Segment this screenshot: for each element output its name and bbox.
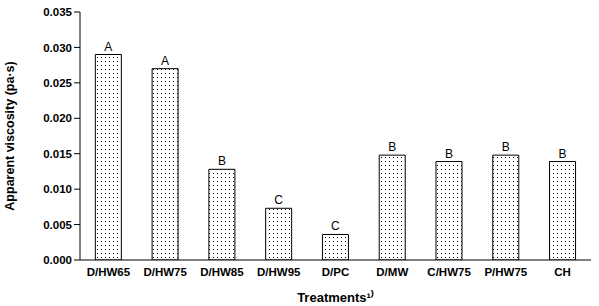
svg-text:D/HW75: D/HW75 [143,266,187,278]
svg-text:CH: CH [554,266,571,278]
svg-text:D/MW: D/MW [376,266,408,278]
svg-text:0.000: 0.000 [43,254,72,266]
svg-text:0.005: 0.005 [43,219,72,231]
svg-text:0.015: 0.015 [43,148,72,160]
svg-text:P/HW75: P/HW75 [484,266,527,278]
svg-text:C: C [274,193,283,207]
svg-text:B: B [388,140,396,154]
svg-text:A: A [161,54,169,68]
svg-text:D/HW95: D/HW95 [257,266,301,278]
svg-text:C/HW75: C/HW75 [427,266,471,278]
svg-text:0.035: 0.035 [43,6,72,18]
svg-text:B: B [445,147,453,161]
svg-text:B: B [502,140,510,154]
svg-text:A: A [104,40,112,54]
svg-text:Apparent viscosity (pa·s): Apparent viscosity (pa·s) [8,61,17,210]
svg-text:0.030: 0.030 [43,42,72,54]
svg-text:C: C [331,219,340,233]
svg-text:0.010: 0.010 [43,183,72,195]
svg-text:D/HW65: D/HW65 [87,266,131,278]
svg-text:B: B [218,154,226,168]
svg-text:Treatments¹⁾: Treatments¹⁾ [297,289,374,305]
svg-text:B: B [559,147,567,161]
svg-text:D/HW85: D/HW85 [200,266,244,278]
svg-text:0.025: 0.025 [43,77,72,89]
svg-text:D/PC: D/PC [322,266,349,278]
svg-text:0.020: 0.020 [43,112,72,124]
